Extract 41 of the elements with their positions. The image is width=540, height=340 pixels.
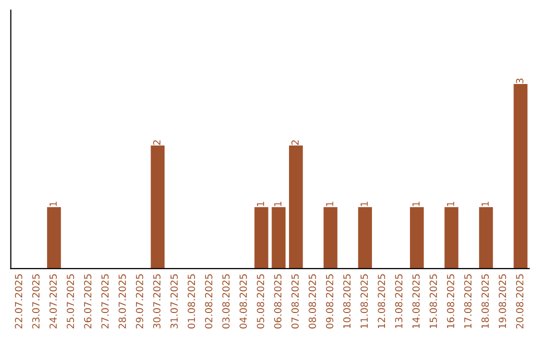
x-tick-label: 13.08.2025 xyxy=(395,274,402,328)
x-tick-label: 26.07.2025 xyxy=(84,274,92,328)
x-tick-label: 14.08.2025 xyxy=(412,274,420,328)
x-tick-label: 07.08.2025 xyxy=(291,274,299,328)
data-label: 1 xyxy=(50,202,57,206)
x-tick-label: 01.08.2025 xyxy=(188,274,196,328)
x-tick-label: 06.08.2025 xyxy=(274,274,282,328)
x-tick-label: 18.08.2025 xyxy=(481,274,489,328)
x-tick-label: 08.08.2025 xyxy=(308,274,316,328)
x-tick-label: 10.08.2025 xyxy=(343,274,351,328)
x-tick-label: 15.08.2025 xyxy=(430,274,437,328)
x-tick-label: 12.08.2025 xyxy=(378,274,386,328)
data-label: 1 xyxy=(360,202,368,206)
x-tick-label: 05.08.2025 xyxy=(256,274,264,328)
x-tick-label: 03.08.2025 xyxy=(222,274,230,328)
x-tick-label: 27.07.2025 xyxy=(101,274,109,328)
x-tick-label: 19.08.2025 xyxy=(498,274,506,328)
x-tick-label: 30.07.2025 xyxy=(153,274,160,328)
x-tick-label: 22.07.2025 xyxy=(14,274,22,328)
x-tick-label: 16.08.2025 xyxy=(446,274,454,328)
data-label: 1 xyxy=(326,202,334,206)
data-label: 2 xyxy=(291,140,299,145)
data-label: 1 xyxy=(447,202,454,206)
x-tick-label: 28.07.2025 xyxy=(118,274,126,328)
x-tick-label: 04.08.2025 xyxy=(240,274,247,328)
data-label: 1 xyxy=(274,202,282,206)
x-tick-label: 29.07.2025 xyxy=(136,274,144,328)
x-tick-label: 09.08.2025 xyxy=(326,274,334,328)
x-tick-label: 11.08.2025 xyxy=(360,274,368,328)
x-tick-label: 17.08.2025 xyxy=(464,274,472,328)
data-label: 1 xyxy=(482,202,489,206)
data-label: 1 xyxy=(256,202,264,206)
data-label: 2 xyxy=(153,140,160,145)
x-tick-label: 25.07.2025 xyxy=(66,274,74,328)
data-label: 1 xyxy=(412,202,420,206)
x-tick-label: 23.07.2025 xyxy=(32,274,40,328)
x-tick-label: 20.08.2025 xyxy=(516,274,524,328)
x-tick-label: 02.08.2025 xyxy=(204,274,212,328)
x-tick-label: 24.07.2025 xyxy=(49,274,57,328)
x-tick-label: 31.07.2025 xyxy=(170,274,178,328)
data-label: 3 xyxy=(516,78,524,84)
